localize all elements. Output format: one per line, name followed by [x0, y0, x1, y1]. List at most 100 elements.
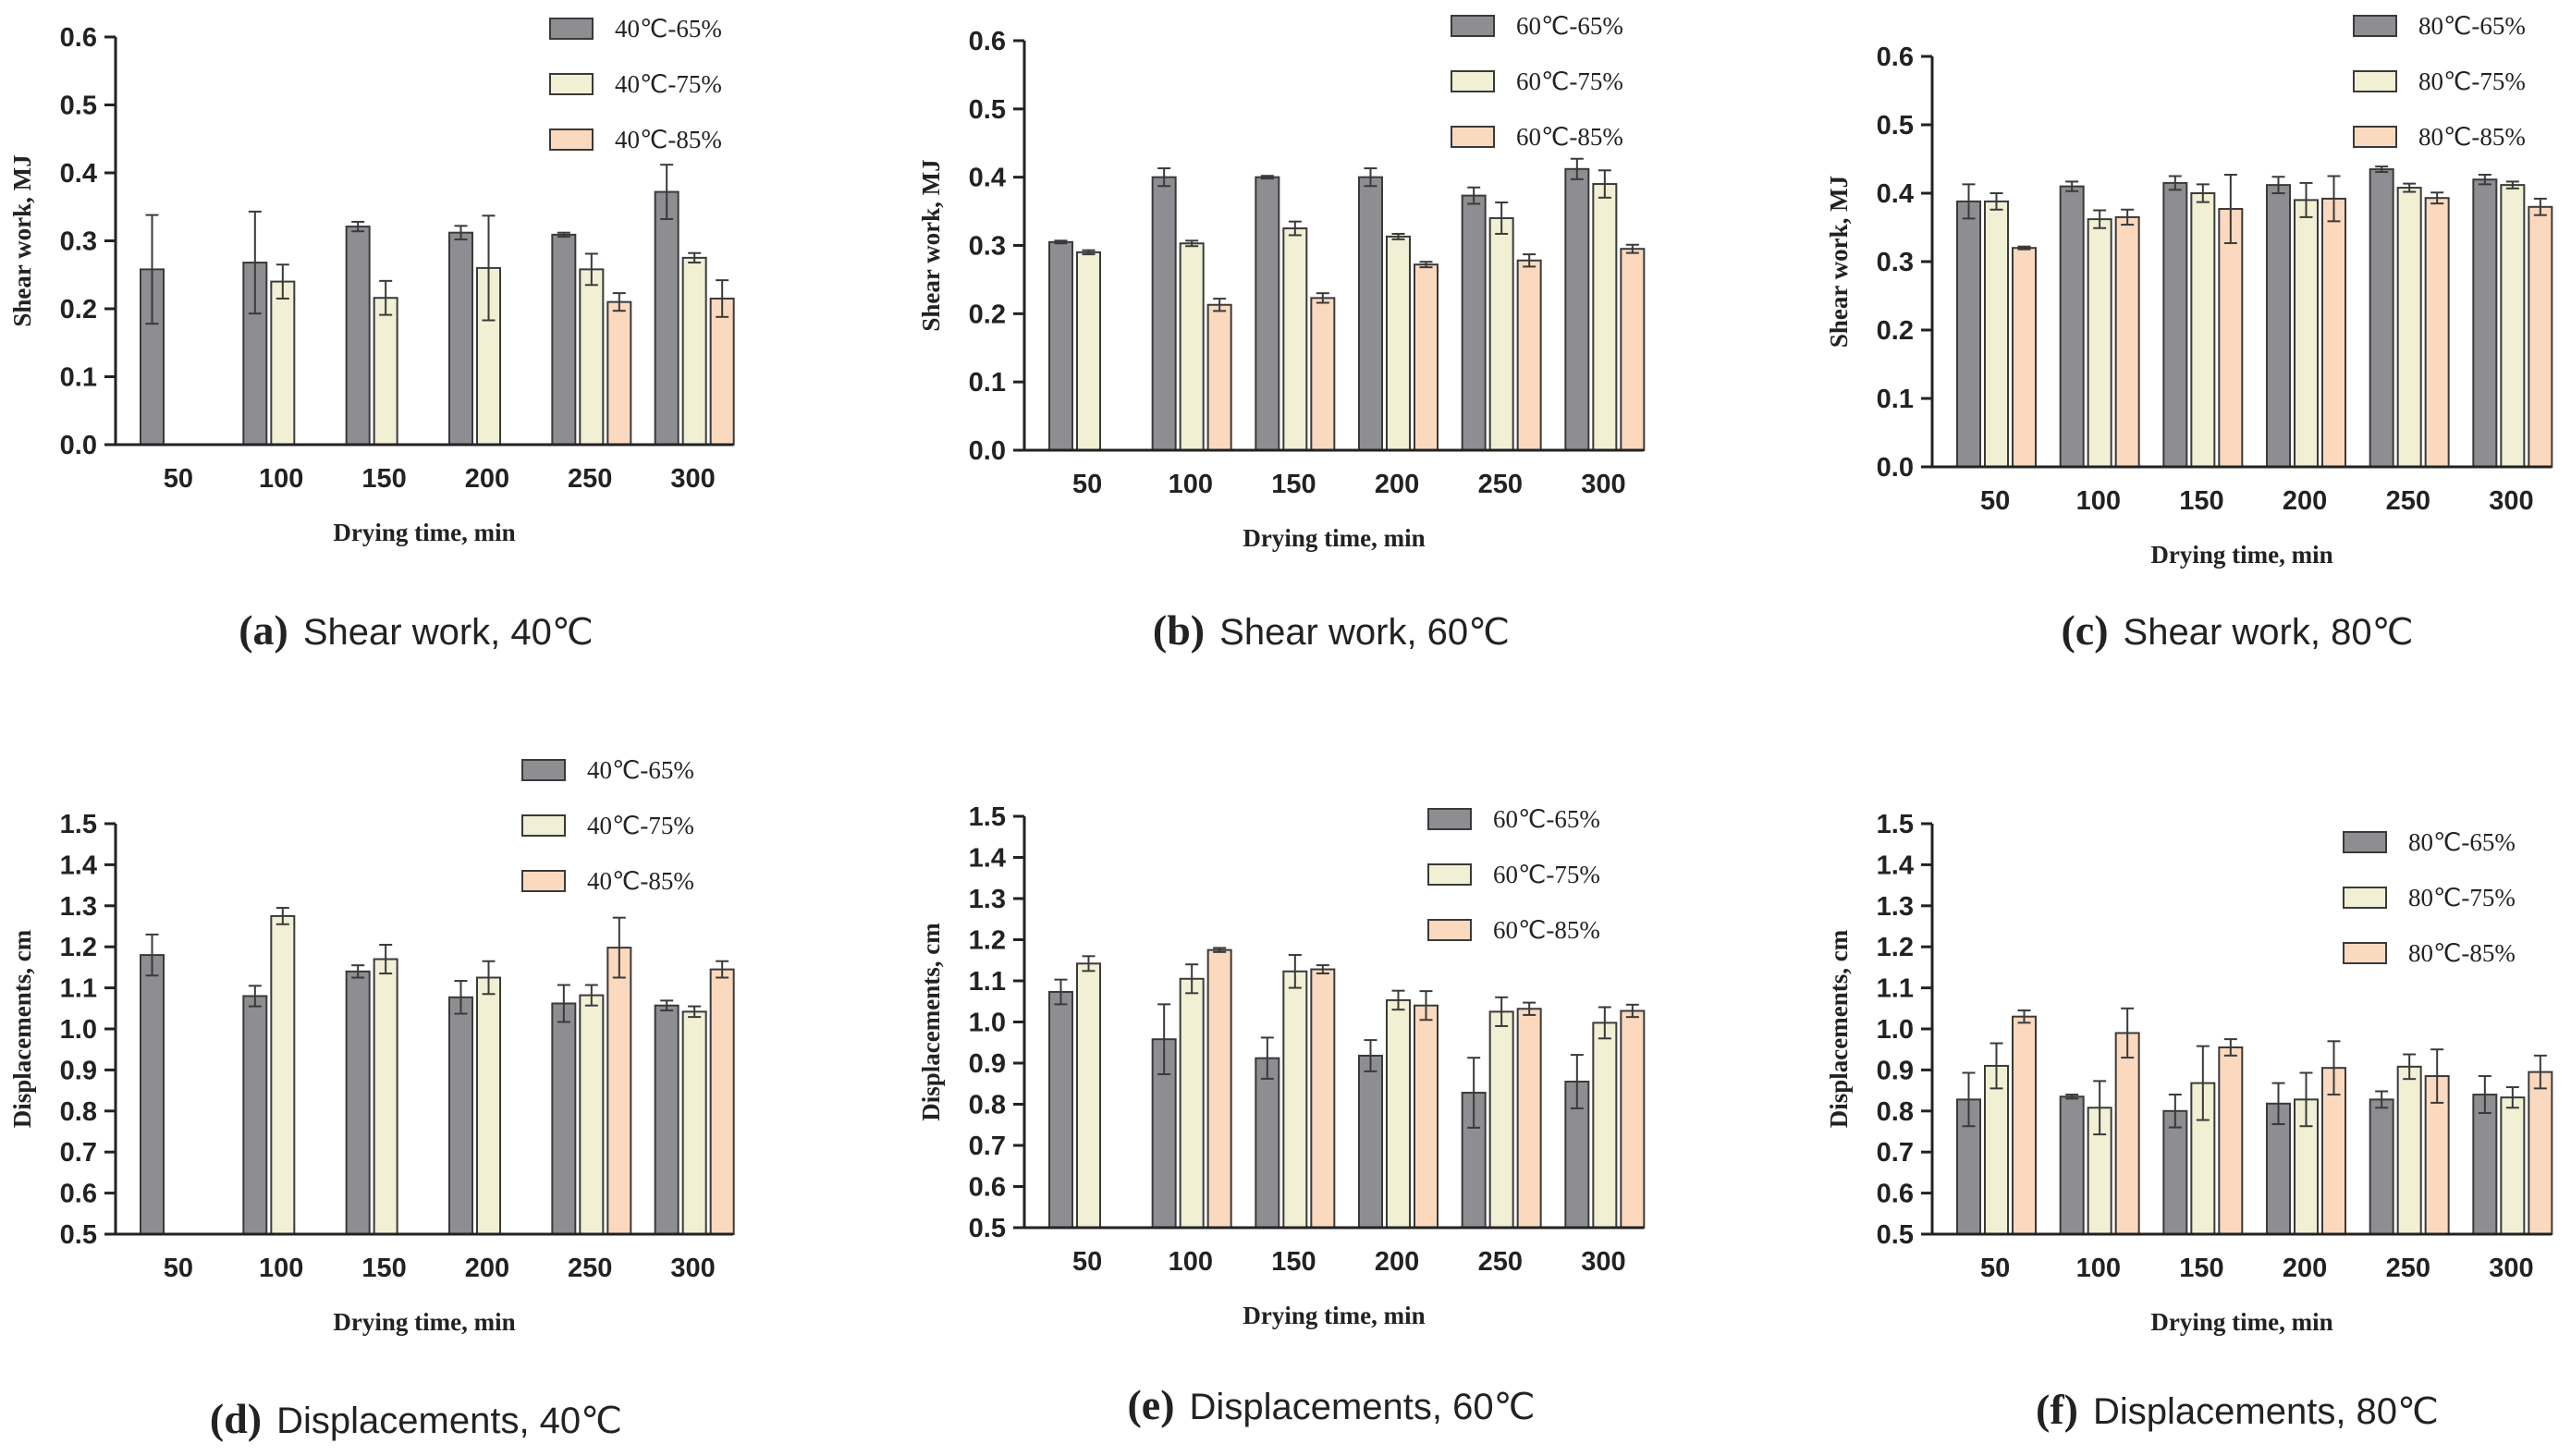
x-tick-label: 300: [2489, 1254, 2533, 1283]
y-tick-label: 0.9: [60, 1056, 97, 1085]
y-tick-label: 0.5: [969, 95, 1006, 125]
legend-label: 60℃-65%: [1493, 805, 1600, 833]
caption-text: Shear work, 40℃: [303, 612, 594, 653]
x-tick-label: 250: [2386, 1254, 2430, 1283]
bar: [1386, 235, 1411, 451]
chart-panel-b: 0.0 0.1 0.2 0.3 0.4 0.5 0.6 50 100 150 200 250 300 Dr…: [917, 12, 1646, 654]
caption-letter: (c): [2061, 606, 2108, 654]
caption-text: Displacements, 80℃: [2093, 1391, 2439, 1432]
bar: [448, 231, 473, 446]
y-tick-label: 1.1: [1877, 974, 1914, 1004]
bar: [2012, 247, 2037, 469]
bar: [2059, 1095, 2085, 1236]
bar: [1206, 948, 1232, 1229]
y-axis-label: Shear work, MJ: [1825, 176, 1853, 348]
bar: [270, 280, 296, 446]
y-tick-label: 0.0: [969, 436, 1006, 466]
chart-panel-d: 0.5 0.6 0.7 0.8 0.9 1.0 1.1 1.2 1.3 1.4 1.5 50 100 15…: [8, 756, 735, 1442]
bar: [2059, 185, 2085, 468]
y-tick-label: 0.1: [1877, 385, 1914, 414]
legend-swatch: [1451, 15, 1495, 37]
y-tick-label: 0.5: [969, 1214, 1006, 1243]
caption-letter: (e): [1127, 1381, 1174, 1428]
y-tick-label: 1.4: [969, 844, 1006, 874]
x-tick-label: 250: [568, 1254, 612, 1283]
bar: [2472, 178, 2498, 468]
legend-swatch: [2343, 831, 2387, 853]
y-tick-label: 0.7: [969, 1132, 1006, 1161]
x-tick-label: 300: [2489, 486, 2533, 516]
bar: [2528, 205, 2553, 469]
bar: [448, 996, 473, 1235]
bar: [579, 994, 605, 1236]
bar: [2396, 1065, 2422, 1236]
legend-swatch: [2353, 70, 2397, 92]
x-tick-label: 150: [1271, 470, 1316, 499]
legend-label: 80℃-85%: [2418, 123, 2526, 151]
bar: [1414, 1004, 1439, 1229]
bar: [2500, 184, 2526, 468]
bar: [1488, 1010, 1514, 1229]
y-tick-label: 0.9: [1877, 1056, 1914, 1085]
x-tick-label: 150: [361, 1254, 406, 1283]
legend-label: 40℃-85%: [587, 867, 694, 895]
y-tick-label: 0.6: [60, 23, 97, 53]
x-tick-label: 200: [465, 1254, 509, 1283]
bar: [1414, 263, 1439, 451]
bar: [1386, 998, 1411, 1230]
bar: [1179, 977, 1205, 1230]
bar: [373, 297, 398, 446]
chart-panel-c: 0.0 0.1 0.2 0.3 0.4 0.5 0.6 50 100 150 200 250 300 Dr…: [1825, 12, 2553, 654]
caption-letter: (f): [2036, 1386, 2078, 1433]
panel-caption: (b) Shear work, 60℃: [1153, 606, 1510, 654]
y-tick-label: 1.1: [60, 974, 97, 1004]
legend-swatch: [549, 128, 594, 151]
bar: [2218, 208, 2244, 469]
x-tick-label: 100: [259, 1254, 303, 1283]
x-tick-label: 100: [259, 464, 303, 494]
y-tick-label: 0.4: [60, 159, 97, 189]
y-axis-label: Shear work, MJ: [917, 159, 945, 331]
bar: [1516, 259, 1542, 452]
panel-caption: (a) Shear work, 40℃: [239, 606, 594, 654]
bar: [2162, 1109, 2188, 1236]
y-tick-label: 0.8: [60, 1097, 97, 1127]
y-tick-label: 0.6: [969, 27, 1006, 56]
x-tick-label: 200: [2283, 486, 2327, 516]
y-tick-label: 1.5: [1877, 810, 1914, 839]
y-axis-label: Displacements, cm: [917, 923, 945, 1121]
x-tick-label: 100: [2076, 1254, 2121, 1283]
bar: [1206, 303, 1232, 451]
bar: [709, 968, 735, 1235]
y-tick-label: 1.3: [969, 885, 1006, 914]
x-tick-label: 250: [568, 464, 612, 494]
x-tick-label: 200: [465, 464, 509, 494]
y-tick-label: 1.5: [60, 810, 97, 839]
legend-label: 80℃-65%: [2418, 12, 2526, 40]
bar: [1592, 1022, 1618, 1230]
bar: [476, 976, 501, 1235]
bar: [345, 226, 371, 446]
y-tick-label: 1.0: [60, 1015, 97, 1045]
y-tick-label: 0.8: [1877, 1097, 1914, 1127]
legend-label: 40℃-75%: [587, 812, 694, 839]
x-tick-label: 250: [2386, 486, 2430, 516]
bar: [2114, 1032, 2140, 1235]
y-tick-label: 0.1: [969, 368, 1006, 398]
x-tick-label: 50: [164, 1254, 193, 1283]
bar: [1461, 194, 1487, 452]
bar: [1255, 176, 1280, 452]
bar: [1516, 1008, 1542, 1230]
bar: [2087, 218, 2112, 468]
bar: [1151, 176, 1177, 452]
y-tick-label: 0.5: [1877, 1220, 1914, 1250]
y-tick-label: 1.2: [60, 933, 97, 962]
y-tick-label: 1.3: [60, 892, 97, 922]
y-tick-label: 0.6: [1877, 1180, 1914, 1209]
x-axis-label: Drying time, min: [2150, 541, 2332, 569]
x-tick-label: 200: [1375, 470, 1419, 499]
y-tick-label: 0.4: [969, 164, 1006, 193]
legend-label: 40℃-75%: [615, 70, 722, 98]
bar: [1179, 242, 1205, 451]
